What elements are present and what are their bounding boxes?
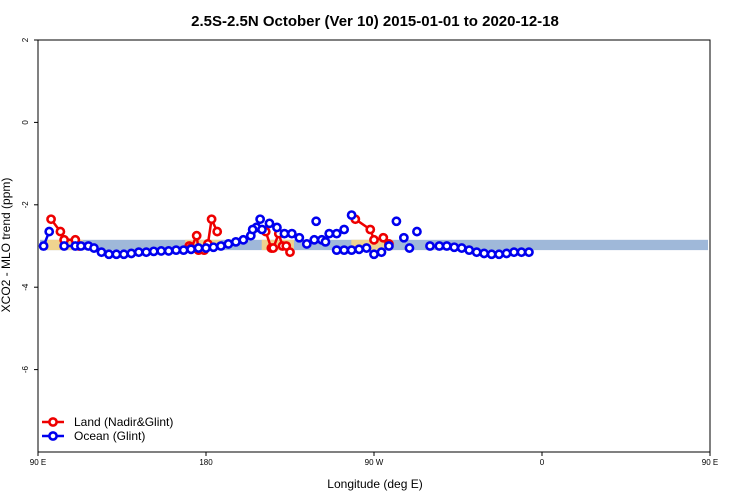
series-ocean-point [247,224,258,235]
series-ocean-point [471,247,482,258]
series-land-point [206,214,217,225]
series-ocean-point [464,245,475,256]
series-ocean-point [516,247,527,258]
series-ocean-point [412,226,422,237]
band-land-patch [351,239,393,251]
series-ocean-point [301,239,312,249]
series-ocean-point [346,210,357,220]
series-ocean-point [118,249,129,260]
series-ocean-point [320,236,331,247]
series-ocean-point [279,228,290,239]
x-axis-label: Longitude (deg E) [327,477,422,491]
series-ocean-point [456,243,467,253]
series-ocean-point [404,243,415,253]
y-tick-label: 0 [21,120,30,125]
x-tick-label: 90 W [365,458,384,467]
series-land-point [285,247,295,258]
series-land-point [365,224,376,235]
series-ocean-point [501,248,512,259]
series-ocean-point [76,241,86,251]
series-ocean-point [509,247,519,258]
series-ocean-point [104,249,114,260]
legend-label: Land (Nadir&Glint) [74,415,173,429]
y-tick-label: 2 [21,37,30,42]
series-ocean-point [361,243,372,253]
series-ocean-point [178,245,189,256]
series-ocean-point [339,224,350,235]
series-ocean-point [264,218,275,229]
series-ocean-point [38,241,49,251]
series-ocean-point [223,239,234,249]
x-tick-label: 90 E [702,458,718,467]
series-ocean-point [384,241,394,251]
series-ocean-point [311,216,322,227]
series-ocean-point [89,243,99,253]
series-ocean-point [449,242,460,253]
series-ocean-point [369,249,379,260]
chart-title: 2.5S-2.5N October (Ver 10) 2015-01-01 to… [191,13,559,30]
y-tick-label: -2 [21,201,30,209]
series-ocean-point [193,243,204,253]
series-ocean-point [479,248,490,259]
series-land-point [378,232,389,243]
series-ocean-point [286,228,297,239]
series-ocean-point [230,236,241,247]
series-ocean-point [44,226,55,237]
series-ocean-point [331,245,342,256]
series-ocean-point [339,245,350,256]
series-ocean-point [141,247,152,258]
x-tick-label: 90 E [30,458,46,467]
series-ocean-point [354,244,364,255]
series-ocean-point [201,243,211,253]
series-land-point [55,226,66,237]
series-ocean-point [148,246,159,257]
legend-marker [48,431,58,441]
x-tick-label: 0 [540,458,545,467]
series-ocean-point [163,246,174,256]
legend-marker [48,417,58,427]
series-ocean-point [111,249,122,260]
series-ocean-point [294,232,305,243]
series-ocean-point [208,242,219,253]
series-ocean-point [156,246,167,256]
series-land-point [268,243,279,253]
x-tick-label: 180 [199,458,213,467]
series-land-point [369,234,379,245]
legend: Land (Nadir&Glint)Ocean (Glint) [42,415,173,443]
series-ocean-point [331,228,342,239]
series-land-point [46,214,56,225]
series-ocean-point [133,247,144,258]
series-land-point [191,230,202,241]
series-ocean-point [398,232,409,243]
series-ocean-point [494,249,504,260]
series-ocean-point [376,247,387,258]
series-ocean-point [441,241,452,251]
series-ocean-point [391,216,402,227]
y-tick-label: -4 [21,283,30,291]
series-ocean-point [59,241,70,251]
series-ocean-point [434,241,445,251]
series-ocean-point [126,248,137,259]
series-ocean-point [425,241,435,251]
series-ocean-point [255,214,266,225]
series-ocean-point [186,244,196,255]
series-land-point [212,226,223,237]
series-ocean-point [216,241,226,251]
y-axis-label: XCO2 - MLO trend (ppm) [0,178,13,313]
series-ocean-point [238,234,249,245]
series-ocean-point [324,228,335,239]
plot-area: 90 E 180 90 W 0 90 E 2 0 -2 -4 -6 [21,37,718,467]
series-ocean-point [171,245,182,256]
y-tick-label: -6 [21,365,30,373]
series-ocean-point [346,245,357,256]
series-ocean-point [96,247,107,258]
series-ocean-point [524,247,534,258]
series-ocean-point [272,222,282,233]
legend-label: Ocean (Glint) [74,429,145,443]
series-ocean-point [257,224,267,235]
series-ocean-point [309,234,320,245]
series-ocean-point [486,249,497,260]
